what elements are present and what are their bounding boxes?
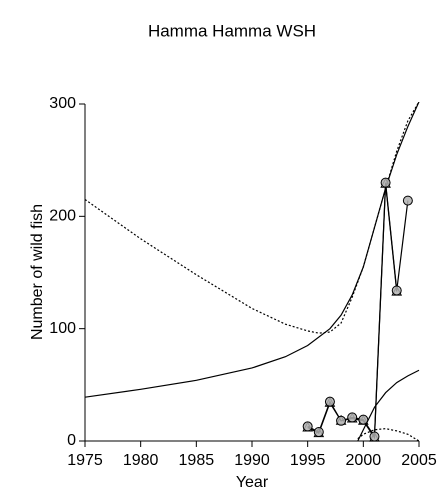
point [369,431,380,442]
point [336,415,347,426]
point [313,427,324,438]
series-line [85,102,420,398]
point [358,414,369,425]
y-tick-label: 0 [67,432,76,449]
series-line [357,428,420,442]
x-tick-label: 1980 [123,452,159,469]
point [347,412,358,423]
point [302,421,313,432]
x-axis-label: Year [236,474,269,491]
x-tick-label: 2000 [346,452,382,469]
x-tick-label: 1985 [179,452,215,469]
point [324,396,335,407]
x-tick-label: 1995 [290,452,326,469]
series-line [357,369,420,442]
point [402,195,413,206]
chart-title: Hamma Hamma WSH [148,21,316,40]
x-tick-label: 2005 [401,452,437,469]
y-tick-label: 100 [49,320,76,337]
y-tick-label: 200 [49,208,76,225]
x-tick-label: 1990 [234,452,270,469]
y-tick-label: 300 [49,95,76,112]
point [391,285,402,296]
y-axis-label: Number of wild fish [29,204,46,340]
point [380,177,391,188]
series-line [85,102,420,334]
series-line [307,182,409,439]
x-tick-label: 1975 [67,452,103,469]
